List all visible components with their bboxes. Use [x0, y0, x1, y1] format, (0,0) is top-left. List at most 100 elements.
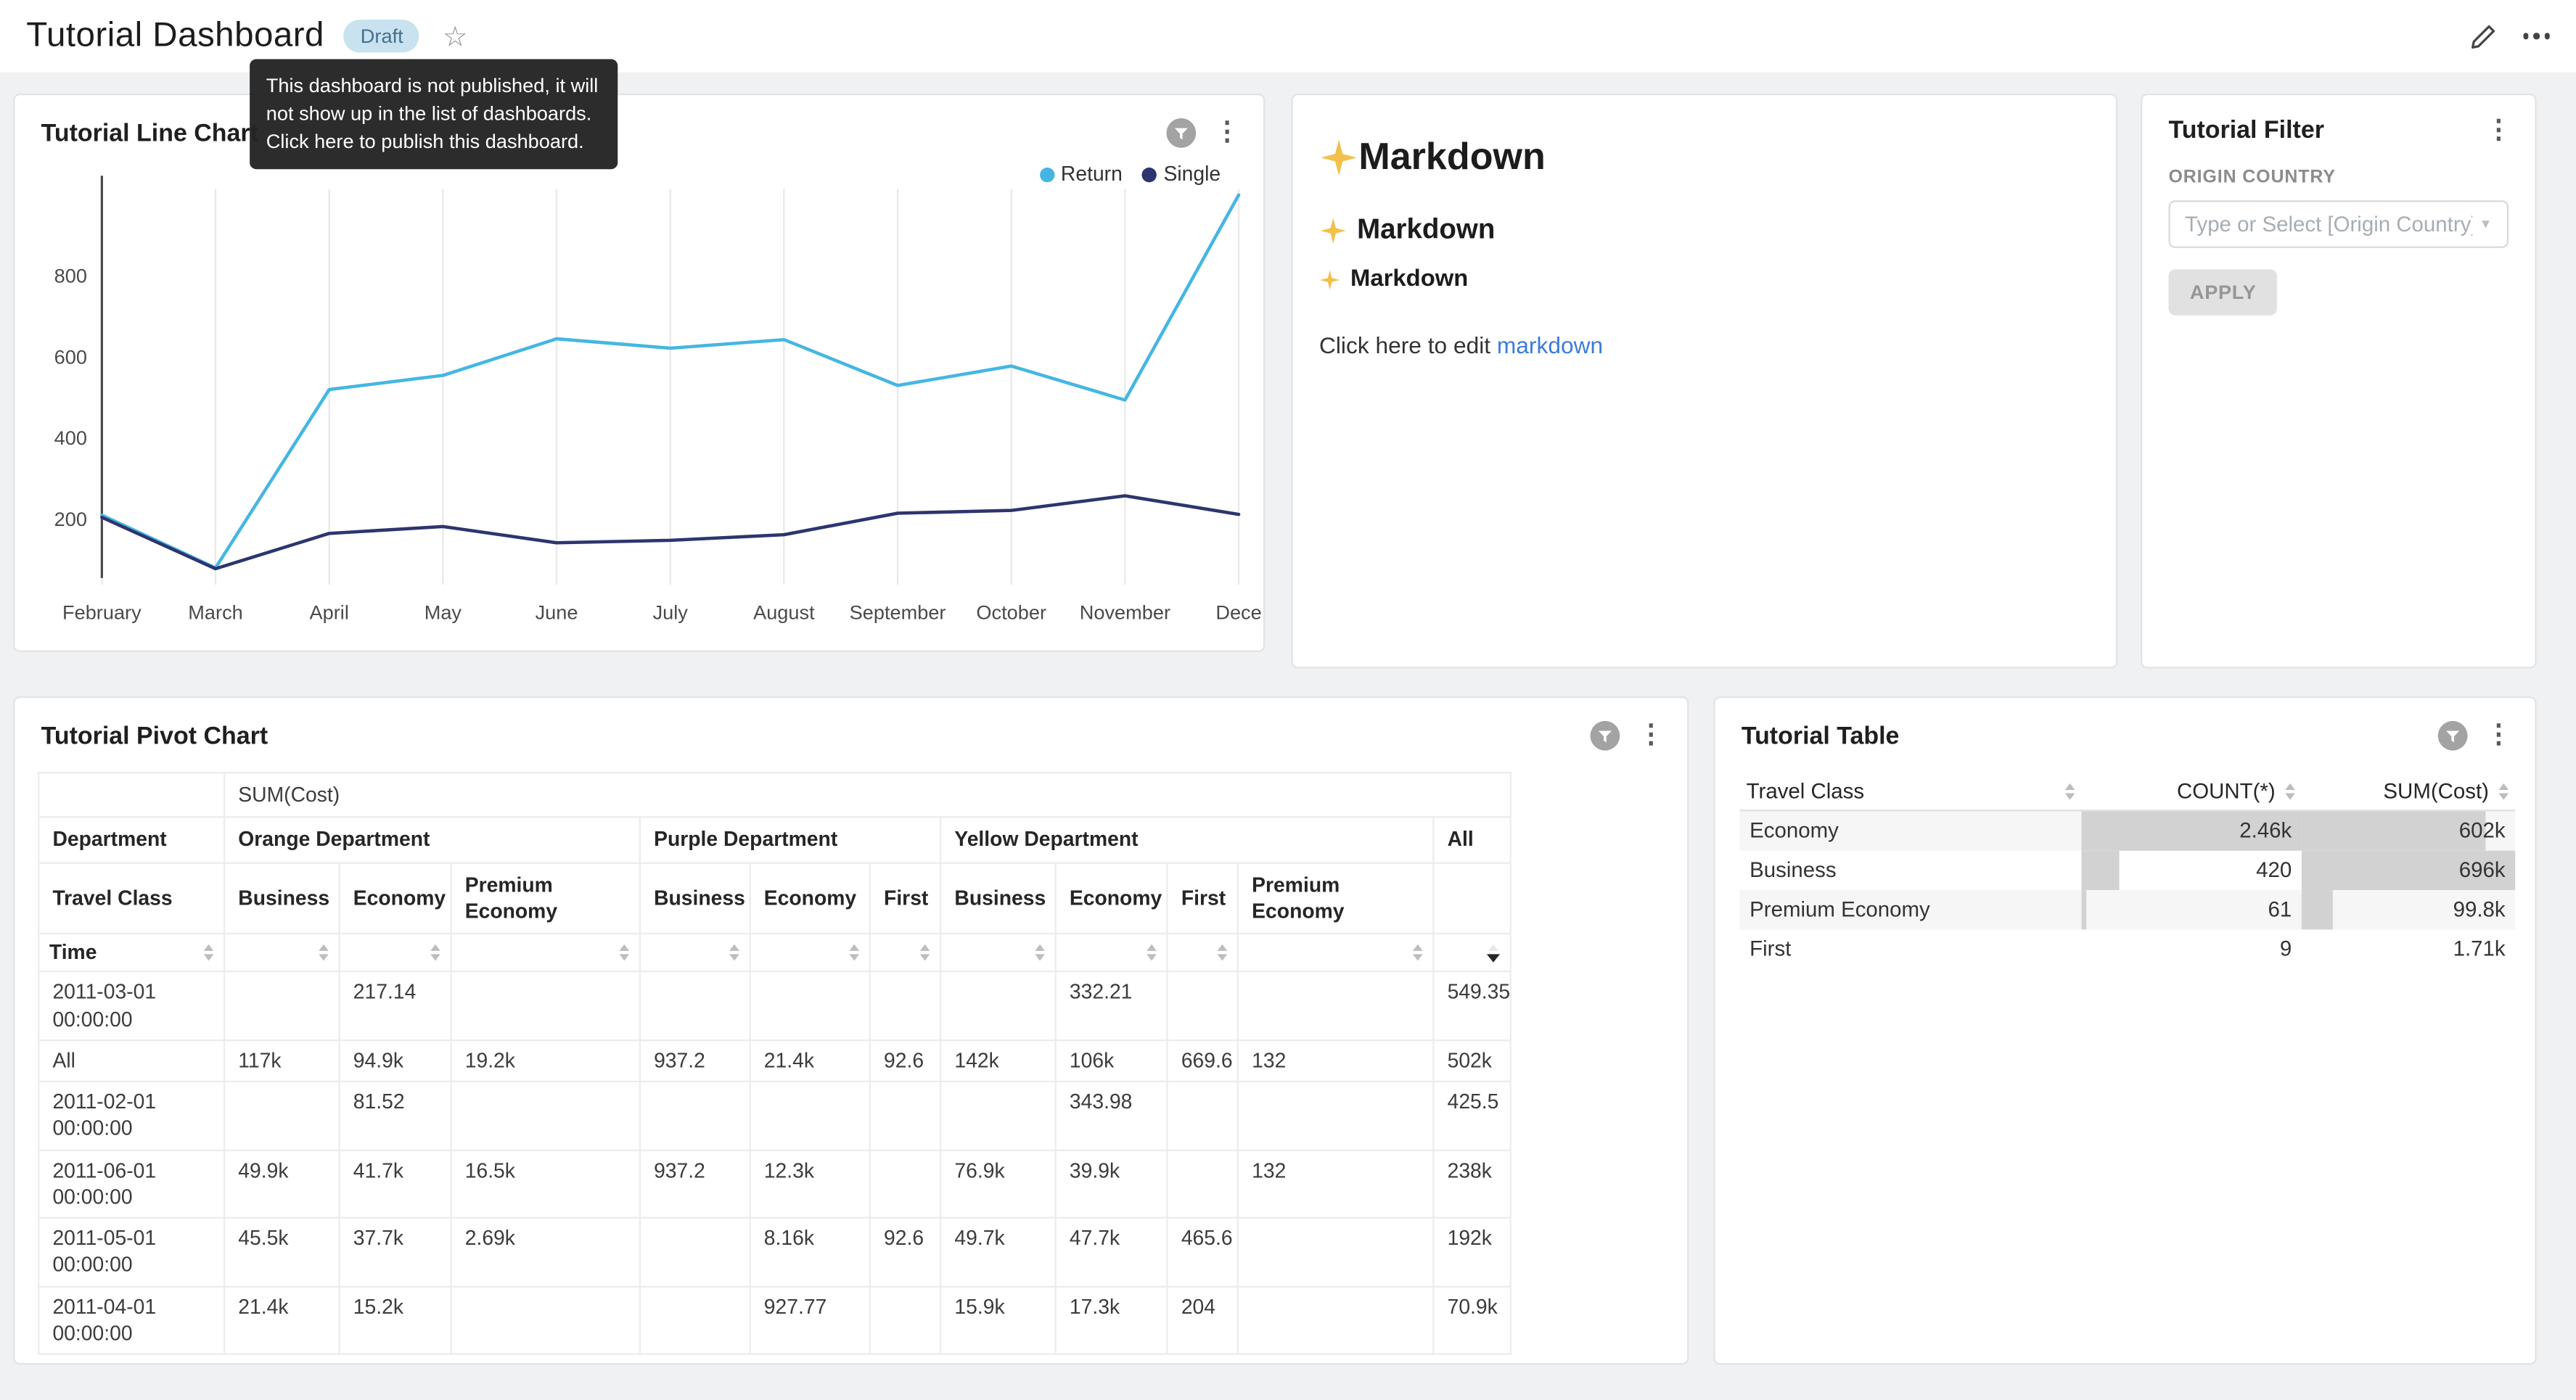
sort-icon[interactable] [620, 944, 630, 961]
sort-icon[interactable] [729, 944, 739, 961]
sort-icon[interactable] [849, 944, 859, 961]
kebab-menu-icon[interactable]: ⋮ [2485, 722, 2511, 749]
markdown-h1: Markdown [1319, 135, 2090, 179]
pivot-sort-cell[interactable] [640, 934, 750, 972]
pivot-cell [1168, 1150, 1238, 1218]
pivot-row-label: All [38, 1040, 224, 1082]
pivot-cell: 192k [1433, 1218, 1511, 1286]
origin-country-select[interactable]: Type or Select [Origin Country] ▼ [2168, 200, 2509, 248]
legend-item-return[interactable]: Return [1039, 162, 1122, 186]
cross-filter-icon[interactable] [2437, 720, 2469, 752]
pivot-cell: 142k [940, 1040, 1055, 1082]
markdown-h2: Markdown [1319, 213, 2090, 246]
pivot-rowdim-label: Time [49, 939, 97, 966]
pivot-cell: 549.35 [1433, 972, 1511, 1040]
dashboard-page: Tutorial Dashboard Draft ☆ This dashboar… [0, 0, 2576, 1400]
draft-badge[interactable]: Draft [344, 20, 419, 52]
favorite-star-icon[interactable]: ☆ [443, 22, 468, 50]
pivot-sort-cell[interactable] [1168, 934, 1238, 972]
table-card: Tutorial Table ⋮ Travel ClassCOUNT(*) SUM… [1713, 696, 2536, 1364]
pivot-cell: 94.9k [340, 1040, 451, 1082]
pivot-cell [451, 1082, 639, 1150]
value-bar [2081, 850, 2119, 889]
cell-sum: 602k [2302, 810, 2515, 849]
legend-item-single[interactable]: Single [1142, 162, 1221, 186]
sort-icon[interactable] [1487, 944, 1500, 962]
pivot-cell: 76.9k [940, 1150, 1055, 1218]
pivot-cell: 15.9k [940, 1286, 1055, 1354]
sort-icon[interactable] [1147, 944, 1157, 961]
line-chart-svg: FebruaryMarchAprilMayJuneJulyAugustSepte… [15, 151, 1265, 643]
pivot-sort-cell[interactable] [1433, 934, 1511, 972]
page-title: Tutorial Dashboard [26, 17, 324, 56]
pivot-cell: 106k [1056, 1040, 1168, 1082]
pivot-cell: 81.52 [340, 1082, 451, 1150]
pivot-cell: 15.2k [340, 1286, 451, 1354]
table-card-title: Tutorial Table [1742, 722, 1900, 749]
pivot-col-header [1433, 862, 1511, 934]
pivot-row-label: 2011-04-01 00:00:00 [38, 1286, 224, 1354]
kebab-menu-icon[interactable]: ⋮ [2485, 118, 2511, 144]
pivot-cell: 502k [1433, 1040, 1511, 1082]
pivot-row-label: 2011-03-01 00:00:00 [38, 972, 224, 1040]
filter-card-title: Tutorial Filter [2168, 117, 2323, 144]
more-menu-icon[interactable] [2522, 33, 2549, 39]
pivot-row: 2011-03-01 00:00:00217.14332.21549.35 [38, 972, 1511, 1040]
sort-icon[interactable] [2285, 783, 2295, 799]
sort-icon[interactable] [319, 944, 329, 961]
pivot-row-label: 2011-02-01 00:00:00 [38, 1082, 224, 1150]
y-axis-label: 200 [54, 508, 87, 530]
pivot-sort-cell[interactable] [1056, 934, 1168, 972]
column-header-travel-class[interactable]: Travel Class [1740, 772, 2082, 810]
column-label: SUM(Cost) [2383, 778, 2489, 803]
pivot-sort-cell[interactable] [224, 934, 339, 972]
pivot-row: 2011-05-01 00:00:0045.5k37.7k2.69k8.16k9… [38, 1218, 1511, 1286]
sort-icon[interactable] [1218, 944, 1228, 961]
pivot-col-header: Business [224, 862, 339, 934]
sort-icon[interactable] [920, 944, 930, 961]
pivot-sort-cell[interactable] [1238, 934, 1433, 972]
kebab-menu-icon[interactable]: ⋮ [1638, 722, 1664, 749]
pivot-sort-cell[interactable] [750, 934, 870, 972]
sort-icon[interactable] [1413, 944, 1423, 961]
cross-filter-icon[interactable] [1165, 117, 1197, 149]
pivot-col-header: Business [640, 862, 750, 934]
cell-count: 61 [2081, 889, 2301, 928]
pivot-cell [870, 1286, 940, 1354]
pivot-cell: 937.2 [640, 1040, 750, 1082]
pivot-cell [224, 972, 339, 1040]
markdown-h2-text: Markdown [1357, 213, 1495, 246]
filter-card: Tutorial Filter ⋮ ORIGIN COUNTRY Type or… [2141, 94, 2537, 668]
sort-icon[interactable] [430, 944, 440, 961]
cell-travel-class: First [1740, 928, 2082, 968]
cross-filter-icon[interactable] [1588, 720, 1621, 752]
sort-icon[interactable] [2065, 783, 2075, 799]
sort-icon[interactable] [204, 944, 214, 961]
apply-button[interactable]: APPLY [2168, 269, 2277, 315]
sparkle-icon [1319, 137, 1358, 176]
column-header-sum-cost[interactable]: SUM(Cost) [2302, 772, 2515, 810]
pivot-sort-cell[interactable] [940, 934, 1055, 972]
pivot-cell: 117k [224, 1040, 339, 1082]
cell-count: 9 [2081, 928, 2301, 968]
pivot-cell: 92.6 [870, 1040, 940, 1082]
pivot-sort-cell[interactable]: Time [38, 934, 224, 972]
pivot-cell [1168, 972, 1238, 1040]
sort-icon[interactable] [2499, 783, 2509, 799]
markdown-link[interactable]: markdown [1497, 332, 1603, 358]
pivot-cell [870, 972, 940, 1040]
pivot-sort-cell[interactable] [340, 934, 451, 972]
pivot-cell: 70.9k [1433, 1286, 1511, 1354]
pivot-cell [1238, 1082, 1433, 1150]
kebab-menu-icon[interactable]: ⋮ [1214, 120, 1240, 146]
sort-icon[interactable] [1035, 944, 1045, 961]
pivot-cell: 49.7k [940, 1218, 1055, 1286]
pivot-sort-cell[interactable] [451, 934, 639, 972]
column-header-count[interactable]: COUNT(*) [2081, 772, 2301, 810]
pivot-cell [1168, 1082, 1238, 1150]
pivot-cell [750, 972, 870, 1040]
chart-legend: Return Single [1039, 162, 1221, 186]
legend-dot [1039, 167, 1054, 181]
edit-pencil-icon[interactable] [2469, 22, 2496, 50]
pivot-sort-cell[interactable] [870, 934, 940, 972]
